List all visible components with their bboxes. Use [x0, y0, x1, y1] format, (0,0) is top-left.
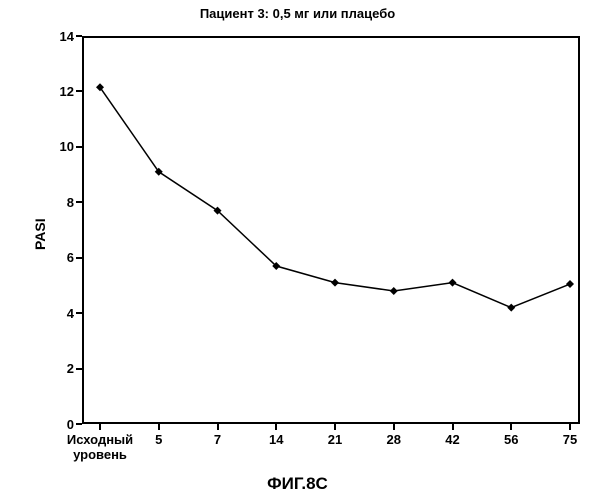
y-tick-label: 8 [44, 195, 74, 210]
x-tick [217, 424, 219, 430]
y-tick [76, 146, 82, 148]
x-tick [452, 424, 454, 430]
y-tick-label: 4 [44, 306, 74, 321]
y-tick-label: 14 [44, 29, 74, 44]
x-tick [393, 424, 395, 430]
y-tick [76, 423, 82, 425]
figure-container: Пациент 3: 0,5 мг или плацебо PASI ФИГ.8… [0, 0, 595, 500]
y-tick-label: 2 [44, 361, 74, 376]
x-tick [99, 424, 101, 430]
y-tick [76, 312, 82, 314]
y-tick [76, 90, 82, 92]
line-series-svg [0, 0, 595, 500]
y-tick [76, 368, 82, 370]
data-point [566, 280, 574, 288]
x-tick [510, 424, 512, 430]
y-tick-label: 10 [44, 139, 74, 154]
x-tick [158, 424, 160, 430]
y-tick [76, 257, 82, 259]
data-point [390, 287, 398, 295]
y-tick [76, 35, 82, 37]
x-tick [569, 424, 571, 430]
data-point [449, 279, 457, 287]
y-tick-label: 6 [44, 250, 74, 265]
line-series [100, 87, 570, 307]
y-tick-label: 0 [44, 417, 74, 432]
x-tick-label: 75 [534, 432, 595, 447]
figure-caption: ФИГ.8C [0, 474, 595, 494]
y-tick [76, 201, 82, 203]
x-tick [275, 424, 277, 430]
x-tick [334, 424, 336, 430]
data-point [331, 279, 339, 287]
data-point [507, 304, 515, 312]
y-tick-label: 12 [44, 84, 74, 99]
